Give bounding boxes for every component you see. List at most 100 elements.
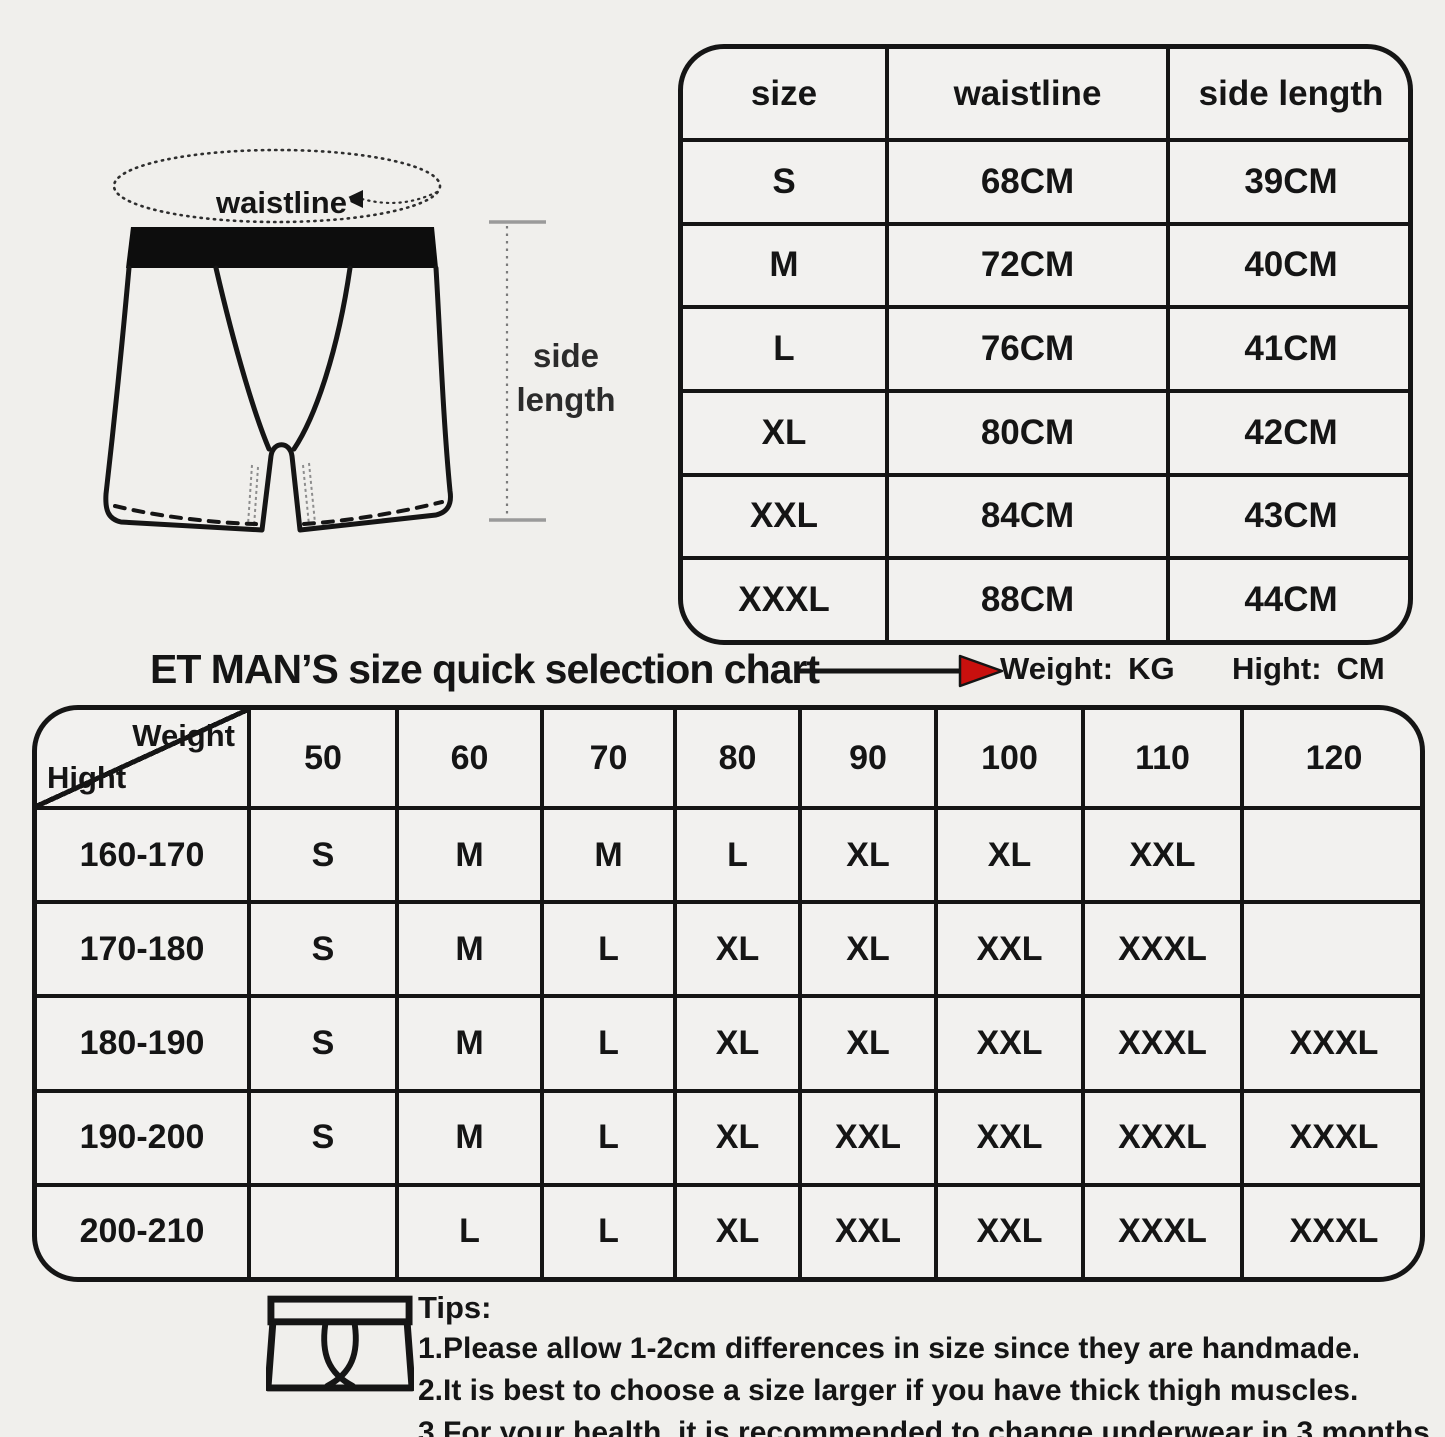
- quick-selection-chart-title: ET MAN’S size quick selection chart: [150, 646, 820, 692]
- size-cell: XL: [673, 994, 802, 1093]
- size-cell: XXL: [798, 1088, 938, 1187]
- size-cell: S: [247, 1088, 399, 1187]
- tips-section: Tips: 1.Please allow 1-2cm differences i…: [418, 1288, 1438, 1437]
- side-length-value: 41CM: [1166, 305, 1408, 393]
- red-arrowhead-icon: [958, 654, 1004, 688]
- waistline-value: 84CM: [885, 472, 1170, 561]
- weight-label: Weight:: [1000, 651, 1114, 686]
- waistline-arrow-trail: [360, 190, 439, 205]
- waistline-value: 68CM: [885, 138, 1170, 226]
- size-cell: S: [247, 994, 399, 1093]
- size-cell: L: [540, 1088, 677, 1187]
- tips-item-1: 1.Please allow 1-2cm differences in size…: [418, 1332, 1361, 1365]
- side-length-value: 42CM: [1166, 388, 1408, 477]
- underwear-measurement-diagram: waistline side length: [103, 148, 615, 533]
- inseam-stitch-lines: [247, 462, 316, 528]
- weight-column-header: 100: [934, 710, 1085, 810]
- size-cell: XXL: [934, 900, 1085, 999]
- waistband-shape: [126, 227, 438, 268]
- icon-body: [266, 1321, 414, 1392]
- size-cell: XXL: [934, 994, 1085, 1093]
- table-row: 180-190 S M L XL XL XXL XXXL XXXL: [37, 994, 1420, 1093]
- size-cell: XXXL: [1240, 1088, 1420, 1187]
- size-cell: XXXL: [1081, 994, 1244, 1093]
- waistline-value: 76CM: [885, 305, 1170, 393]
- table-row: 160-170 S M M L XL XL XXL: [37, 805, 1420, 905]
- column-header-waistline: waistline: [885, 49, 1170, 142]
- size-cell: L: [673, 805, 802, 905]
- table-row: L 76CM 41CM: [683, 305, 1408, 393]
- side-length-value: 39CM: [1166, 138, 1408, 226]
- height-row-label: 170-180: [37, 900, 251, 999]
- size-quick-selection-table: Weight Hight 50 60 70 80 90 100 110 120 …: [32, 705, 1425, 1282]
- waistline-value: 88CM: [885, 556, 1170, 640]
- hight-unit: CM: [1336, 651, 1385, 686]
- tips-item-3: 3.For your health, it is recommended to …: [418, 1416, 1439, 1437]
- size-cell: [1240, 900, 1420, 999]
- size-label: XXXL: [683, 556, 889, 640]
- corner-weight-label: Weight: [132, 718, 235, 753]
- waistline-dotted-ellipse: [112, 148, 442, 224]
- height-row-label: 190-200: [37, 1088, 251, 1187]
- size-cell: XL: [798, 805, 938, 905]
- table-row: XL 80CM 42CM: [683, 388, 1408, 477]
- table-header-row: size waistline side length: [683, 49, 1408, 142]
- size-label: L: [683, 305, 889, 393]
- size-cell: S: [247, 805, 399, 905]
- size-cell: XXXL: [1240, 1182, 1420, 1277]
- size-cell: XXXL: [1240, 994, 1420, 1093]
- weight-unit-note: Weight: KG: [1000, 651, 1175, 687]
- waistline-arrowhead-icon: [344, 190, 363, 208]
- icon-waistband: [267, 1295, 413, 1326]
- hem-stitch-dashes: [113, 500, 444, 526]
- height-row-label: 180-190: [37, 994, 251, 1093]
- tips-heading: Tips:: [418, 1290, 492, 1325]
- table-row: S 68CM 39CM: [683, 138, 1408, 226]
- table-row: 190-200 S M L XL XXL XXL XXXL XXXL: [37, 1088, 1420, 1187]
- table-row: XXXL 88CM 44CM: [683, 556, 1408, 640]
- boxer-shorts-icon: [266, 1295, 414, 1392]
- size-measurement-table: size waistline side length S 68CM 39CM M…: [678, 44, 1413, 645]
- weight-height-corner-cell: Weight Hight: [37, 710, 251, 810]
- size-cell: M: [395, 900, 544, 999]
- size-cell: S: [247, 900, 399, 999]
- height-row-label: 200-210: [37, 1182, 251, 1277]
- side-length-label-line1: side: [533, 337, 599, 374]
- height-row-label: 160-170: [37, 805, 251, 905]
- size-cell: XL: [798, 994, 938, 1093]
- side-length-value: 43CM: [1166, 472, 1408, 561]
- size-cell: L: [395, 1182, 544, 1277]
- boxer-outline: [103, 265, 453, 533]
- size-label: XXL: [683, 472, 889, 561]
- corner-hight-label: Hight: [47, 760, 127, 795]
- table-row: XXL 84CM 43CM: [683, 472, 1408, 561]
- waistline-label: waistline: [215, 185, 347, 220]
- column-header-size: size: [683, 49, 889, 142]
- size-cell: XXXL: [1081, 1088, 1244, 1187]
- size-cell: XXL: [934, 1182, 1085, 1277]
- size-cell: XL: [673, 1182, 802, 1277]
- waistline-value: 80CM: [885, 388, 1170, 477]
- dimension-caps: [489, 220, 546, 522]
- table-header-row: Weight Hight 50 60 70 80 90 100 110 120: [37, 710, 1420, 810]
- size-cell: XXXL: [1081, 1182, 1244, 1277]
- size-cell: XXL: [798, 1182, 938, 1277]
- tips-item-2: 2.It is best to choose a size larger if …: [418, 1374, 1359, 1407]
- weight-column-header: 60: [395, 710, 544, 810]
- table-row: 200-210 L L XL XXL XXL XXXL XXXL: [37, 1182, 1420, 1277]
- weight-column-header: 50: [247, 710, 399, 810]
- side-length-value: 40CM: [1166, 221, 1408, 310]
- table-row: 170-180 S M L XL XL XXL XXXL: [37, 900, 1420, 999]
- icon-fly-cross: [321, 1321, 359, 1389]
- size-cell: M: [395, 994, 544, 1093]
- size-cell: XL: [934, 805, 1085, 905]
- weight-unit: KG: [1128, 651, 1175, 686]
- weight-column-header: 120: [1240, 710, 1420, 810]
- size-label: S: [683, 138, 889, 226]
- size-cell: M: [395, 1088, 544, 1187]
- size-cell: XXL: [1081, 805, 1244, 905]
- waistline-value: 72CM: [885, 221, 1170, 310]
- size-cell: XL: [673, 900, 802, 999]
- column-header-side-length: side length: [1166, 49, 1408, 142]
- weight-column-header: 90: [798, 710, 938, 810]
